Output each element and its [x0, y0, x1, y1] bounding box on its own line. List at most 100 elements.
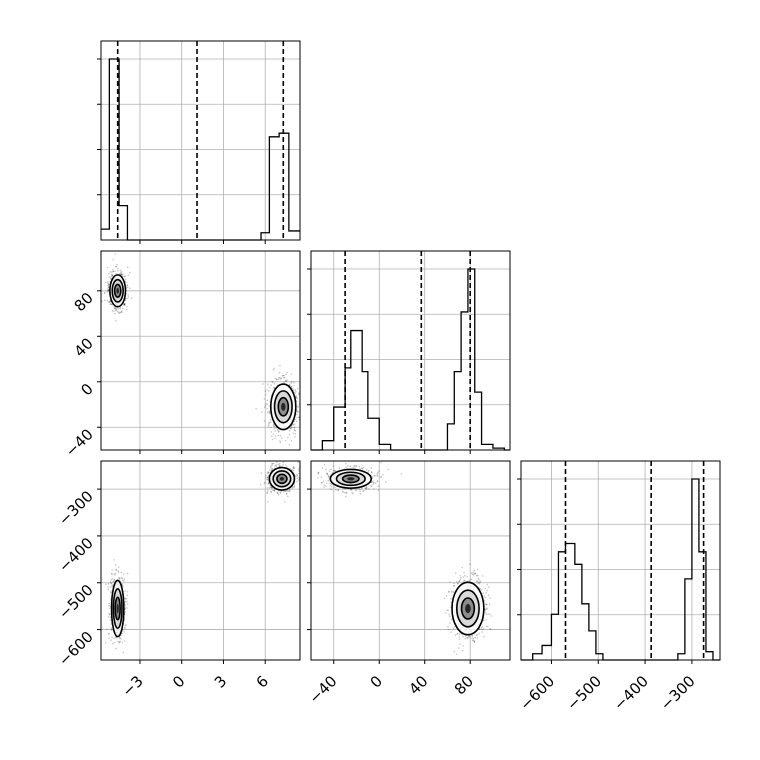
scatter-point: [275, 378, 278, 380]
scatter-point: [450, 598, 452, 600]
scatter-point: [271, 468, 274, 470]
scatter-point: [459, 574, 461, 577]
scatter-point: [374, 474, 376, 477]
scatter-point: [108, 612, 110, 615]
scatter-point: [121, 310, 123, 312]
scatter-point: [479, 581, 481, 584]
scatter-point: [446, 609, 448, 612]
scatter-point: [107, 286, 110, 289]
density-contour: [341, 474, 360, 484]
scatter-point: [321, 481, 323, 484]
scatter-point: [486, 589, 488, 592]
scatter-point: [365, 469, 368, 471]
scatter-point: [277, 378, 280, 381]
scatter-point: [267, 424, 270, 426]
scatter-point: [478, 632, 480, 635]
scatter-point: [274, 435, 277, 437]
scatter-point: [112, 270, 114, 273]
scatter-point: [264, 393, 267, 396]
scatter-point: [481, 631, 483, 633]
scatter-point: [466, 575, 468, 578]
scatter-point: [283, 376, 285, 379]
scatter-point: [370, 484, 372, 487]
scatter-point: [486, 583, 489, 586]
scatter-point: [325, 482, 328, 485]
scatter-point: [292, 389, 295, 391]
scatter-point: [285, 492, 288, 495]
scatter-point: [473, 640, 476, 642]
scatter-point: [290, 386, 293, 388]
scatter-point: [326, 473, 328, 475]
density-contour: [455, 589, 480, 628]
scatter-point: [293, 381, 295, 384]
scatter-point: [294, 429, 296, 432]
scatter-point: [473, 569, 476, 572]
scatter-point: [118, 312, 120, 315]
scatter-point: [468, 563, 471, 565]
scatter-point: [279, 441, 282, 444]
scatter-point: [114, 312, 116, 315]
scatter-point: [293, 467, 296, 469]
scatter-point: [290, 373, 293, 375]
scatter-point: [110, 572, 113, 575]
scatter-point: [334, 470, 336, 472]
scatter-point: [266, 411, 269, 414]
scatter-point: [273, 386, 276, 389]
scatter-point: [452, 627, 455, 630]
scatter-point: [110, 591, 112, 594]
x-tick-label-p0: 6: [253, 672, 272, 691]
scatter-point: [462, 635, 464, 638]
scatter-point: [112, 274, 114, 276]
scatter-point: [334, 486, 336, 489]
scatter-point: [289, 427, 292, 430]
scatter-point: [277, 493, 280, 496]
scatter-point: [114, 564, 117, 566]
density-content: [317, 461, 493, 656]
scatter-point: [295, 420, 298, 423]
scatter-point: [272, 423, 275, 426]
scatter-point: [485, 592, 487, 594]
scatter-point: [284, 439, 287, 442]
scatter-point: [279, 440, 281, 442]
scatter-point: [115, 265, 118, 268]
scatter-point: [296, 475, 299, 477]
scatter-point: [110, 579, 113, 581]
scatter-point: [108, 613, 111, 616]
scatter-point: [365, 486, 368, 489]
scatter-point: [113, 306, 116, 308]
scatter-point: [110, 275, 113, 277]
scatter-point: [484, 603, 487, 606]
scatter-point: [355, 465, 357, 467]
scatter-point: [114, 307, 117, 309]
scatter-point: [305, 472, 307, 474]
scatter-point: [272, 387, 275, 389]
scatter-point: [271, 462, 273, 465]
scatter-point: [476, 580, 478, 582]
scatter-point: [370, 467, 373, 469]
scatter-point: [463, 579, 465, 581]
scatter-point: [486, 607, 488, 609]
scatter-point: [472, 639, 475, 642]
scatter-point: [285, 379, 287, 382]
scatter-point: [276, 492, 279, 495]
scatter-point: [297, 406, 299, 408]
scatter-point: [461, 566, 463, 569]
scatter-point: [296, 397, 298, 400]
scatter-point: [118, 640, 121, 643]
scatter-point: [283, 501, 286, 503]
scatter-point: [337, 488, 340, 491]
scatter-point: [108, 632, 110, 635]
scatter-point: [117, 570, 119, 572]
scatter-point: [106, 266, 109, 269]
scatter-point: [263, 406, 266, 409]
scatter-point: [107, 282, 109, 284]
scatter-point: [127, 274, 130, 277]
scatter-point: [263, 398, 266, 400]
histogram-panel-2: [517, 460, 721, 664]
scatter-point: [482, 592, 485, 595]
scatter-point: [271, 435, 273, 437]
scatter-point: [270, 465, 272, 467]
scatter-point: [286, 458, 288, 460]
scatter-point: [278, 371, 281, 374]
